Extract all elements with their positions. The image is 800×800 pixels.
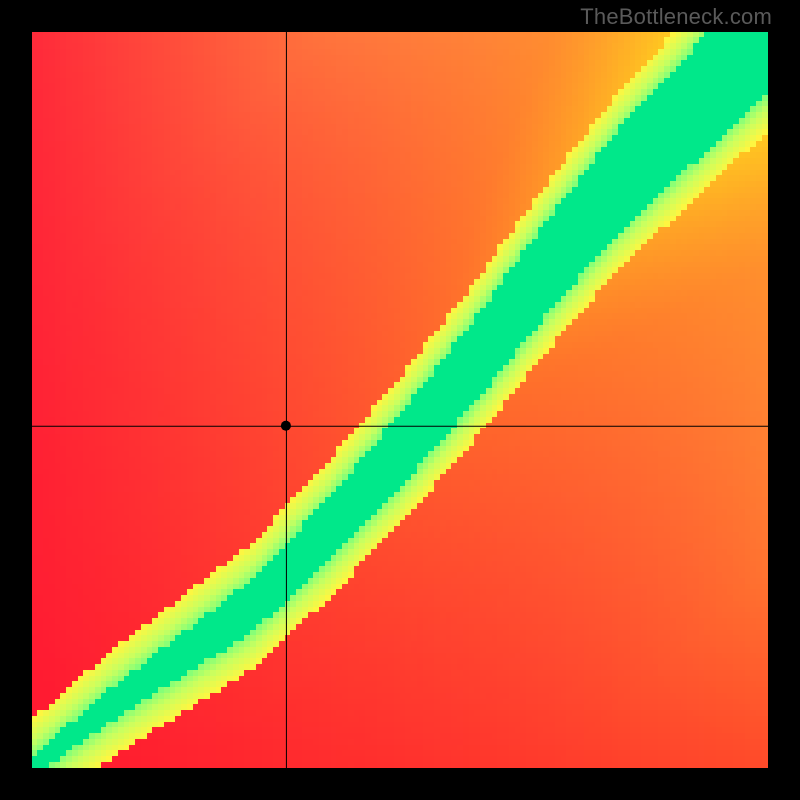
bottleneck-heatmap (32, 32, 768, 768)
watermark-text: TheBottleneck.com (580, 4, 772, 30)
root: TheBottleneck.com (0, 0, 800, 800)
